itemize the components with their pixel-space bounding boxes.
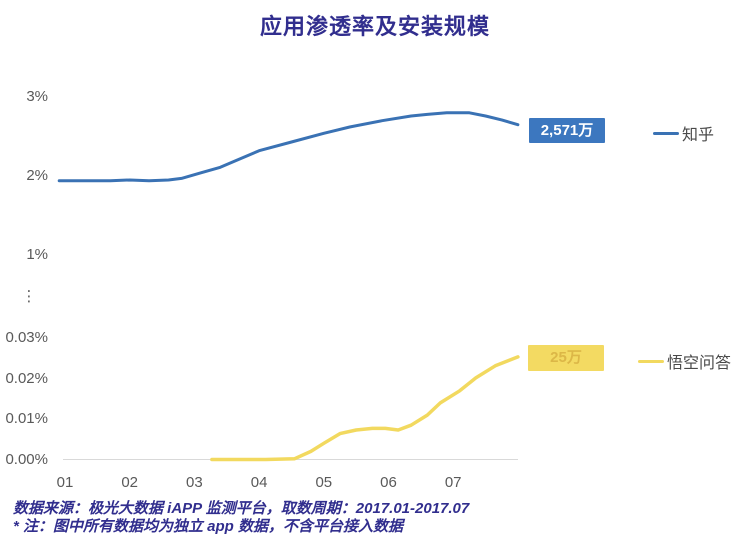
wukong-legend-line-icon [638,359,664,363]
zhihu-value-badge: 2,571万 [529,118,605,143]
x-tick-label: 02 [121,474,139,491]
y-tick-label: 0.03% [5,329,48,347]
note-line: * 注：图中所有数据均为独立 app 数据，不含平台接入数据 [13,518,404,535]
y-tick-label: 3% [26,88,48,105]
x-tick-label: 04 [250,474,268,491]
x-tick-label: 07 [444,474,462,491]
axis-break-ellipsis: ⋮ [21,288,37,305]
zhihu-legend-label: 知乎 [682,127,715,144]
y-tick-label: 0.02% [5,369,48,387]
data-source-line: 数据来源：极光大数据 iAPP 监测平台，取数周期：2017.01-2017.0… [13,500,470,517]
legend-item-wukong: 悟空问答 [638,349,731,373]
footer-notes: 数据来源：极光大数据 iAPP 监测平台，取数周期：2017.01-2017.0… [13,500,469,536]
y-tick-label: 0.01% [5,410,48,428]
wukong-value-badge: 25万 [528,345,604,371]
legend-item-zhihu: 知乎 [653,121,714,145]
y-tick-label: 1% [26,246,48,263]
x-tick-label: 06 [380,474,397,491]
zhihu-line [57,111,520,183]
y-tick-label: 2% [26,167,48,184]
x-tick-label: 03 [186,474,203,491]
wukong-line [210,355,520,462]
y-tick-label: 0.00% [5,450,48,468]
zhihu-legend-line-icon [653,131,679,135]
x-tick-label: 01 [56,474,74,491]
wukong-legend-label: 悟空问答 [667,355,732,372]
chart-title: 应用渗透率及安装规模 [259,14,490,39]
x-tick-label: 05 [315,474,333,491]
